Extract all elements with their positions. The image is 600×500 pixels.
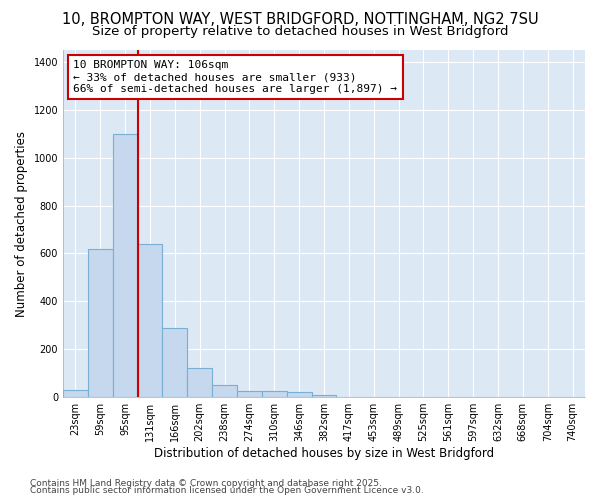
Bar xyxy=(137,244,163,397)
Bar xyxy=(63,390,88,397)
Bar xyxy=(287,392,311,397)
Bar xyxy=(187,368,212,397)
Text: Contains public sector information licensed under the Open Government Licence v3: Contains public sector information licen… xyxy=(30,486,424,495)
Bar xyxy=(237,391,262,397)
Bar xyxy=(88,248,113,397)
Bar xyxy=(311,394,337,397)
Text: 10 BROMPTON WAY: 106sqm
← 33% of detached houses are smaller (933)
66% of semi-d: 10 BROMPTON WAY: 106sqm ← 33% of detache… xyxy=(73,60,397,94)
Bar xyxy=(212,385,237,397)
Bar xyxy=(262,391,287,397)
Text: 10, BROMPTON WAY, WEST BRIDGFORD, NOTTINGHAM, NG2 7SU: 10, BROMPTON WAY, WEST BRIDGFORD, NOTTIN… xyxy=(62,12,538,28)
X-axis label: Distribution of detached houses by size in West Bridgford: Distribution of detached houses by size … xyxy=(154,447,494,460)
Text: Contains HM Land Registry data © Crown copyright and database right 2025.: Contains HM Land Registry data © Crown c… xyxy=(30,478,382,488)
Bar xyxy=(113,134,137,397)
Text: Size of property relative to detached houses in West Bridgford: Size of property relative to detached ho… xyxy=(92,25,508,38)
Bar xyxy=(163,328,187,397)
Y-axis label: Number of detached properties: Number of detached properties xyxy=(15,130,28,316)
